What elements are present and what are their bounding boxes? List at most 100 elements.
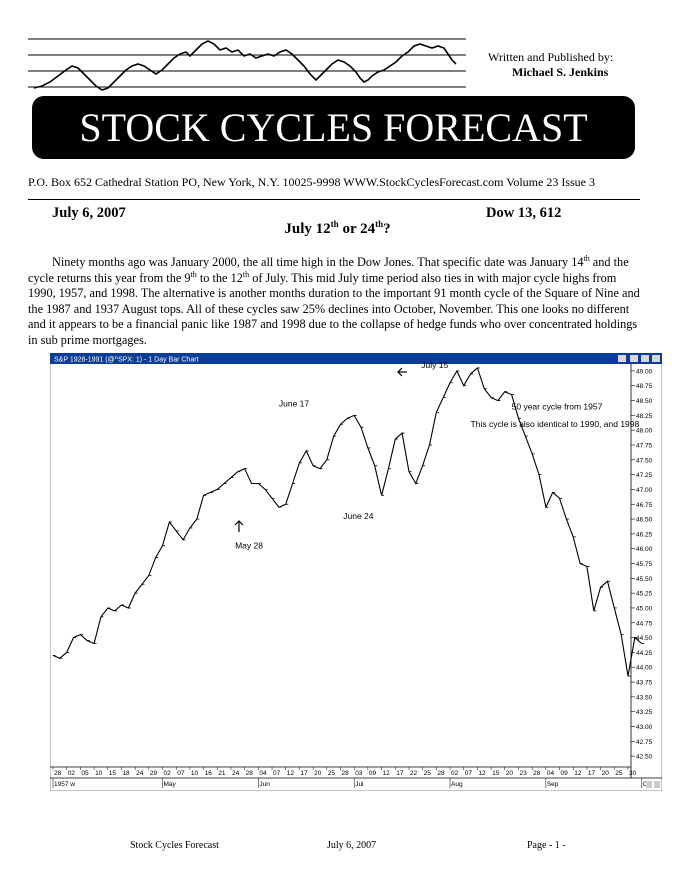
address-line: P.O. Box 652 Cathedral Station PO, New Y…: [28, 175, 595, 189]
chart-annotation: June 24: [343, 511, 374, 521]
chart-annotation: June 17: [279, 398, 310, 408]
y-tick-label: 48.75: [636, 383, 653, 390]
para-text-2: and the cycle returns this year from the…: [28, 255, 629, 285]
para-text-4: of July. This mid July time period also …: [28, 270, 640, 347]
issue-date: July 6, 2007: [52, 205, 126, 221]
para-sup-2: th: [190, 269, 197, 279]
divider: [28, 199, 640, 200]
subtitle-sup-b: th: [375, 219, 384, 229]
x-tick-label: 28: [54, 770, 62, 777]
y-tick-label: 48.50: [636, 398, 653, 405]
y-tick-label: 43.75: [636, 680, 653, 687]
arrow-may-28: [234, 520, 244, 532]
x-tick-label: 03: [355, 770, 363, 777]
x-tick-label: 10: [95, 770, 103, 777]
x-month-label: May: [164, 781, 177, 788]
x-tick-label: 28: [246, 770, 254, 777]
x-tick-label: 28: [533, 770, 541, 777]
y-tick-label: 42.50: [636, 754, 653, 761]
x-month-label: Jun: [259, 781, 270, 788]
x-tick-label: 09: [369, 770, 377, 777]
banner-title: STOCK CYCLES FORECAST: [79, 105, 588, 150]
x-tick-label: 20: [506, 770, 514, 777]
x-tick-label: 04: [259, 770, 267, 777]
y-tick-label: 47.75: [636, 443, 653, 450]
x-tick-label: 07: [177, 770, 185, 777]
x-tick-label: 22: [410, 770, 418, 777]
subtitle-sup-a: th: [330, 219, 339, 229]
x-month-label: 1957 w: [54, 781, 75, 788]
y-tick-label: 42.75: [636, 739, 653, 746]
y-tick-label: 46.25: [636, 531, 653, 538]
x-tick-label: 17: [300, 770, 308, 777]
written-by-label: Written and Published by:: [488, 50, 614, 64]
y-tick-label: 44.00: [636, 665, 653, 672]
x-tick-label: 02: [68, 770, 76, 777]
chart-annotation: July 15: [421, 360, 448, 370]
x-tick-label: 12: [478, 770, 486, 777]
y-tick-label: 44.75: [636, 620, 653, 627]
y-tick-label: 43.25: [636, 709, 653, 716]
y-tick-label: 46.00: [636, 546, 653, 553]
footer-date: July 6, 2007: [327, 840, 377, 851]
y-tick-label: 46.75: [636, 502, 653, 509]
y-tick-label: 49.00: [636, 368, 653, 375]
window-controls: [618, 355, 660, 362]
y-tick-label: 45.25: [636, 591, 653, 598]
y-tick-label: 45.75: [636, 561, 653, 568]
x-tick-label: 28: [342, 770, 350, 777]
close-icon[interactable]: [652, 355, 660, 362]
x-tick-label: 24: [136, 770, 144, 777]
subtitle-part-b: or 24: [338, 221, 376, 237]
scroll-left-icon[interactable]: [646, 781, 652, 788]
y-tick-label: 46.50: [636, 517, 653, 524]
para-text-3: to the 12: [196, 270, 243, 285]
maximize-icon[interactable]: [641, 355, 649, 362]
logo-cycle-chart: [28, 38, 466, 91]
scroll-right-icon[interactable]: [654, 781, 660, 788]
y-tick-label: 47.25: [636, 472, 653, 479]
x-tick-label: 04: [547, 770, 555, 777]
y-tick-label: 47.50: [636, 457, 653, 464]
minimize-icon[interactable]: [630, 355, 638, 362]
x-tick-label: 29: [150, 770, 158, 777]
x-tick-label: 12: [574, 770, 582, 777]
x-tick-label: 25: [615, 770, 623, 777]
x-tick-label: 24: [232, 770, 240, 777]
para-sup-3: th: [242, 269, 250, 279]
y-tick-label: 47.00: [636, 487, 653, 494]
window-icon[interactable]: [618, 355, 626, 362]
x-tick-label: 25: [424, 770, 432, 777]
footer-title: Stock Cycles Forecast: [130, 840, 219, 851]
y-tick-label: 44.50: [636, 635, 653, 642]
x-tick-label: 12: [383, 770, 391, 777]
x-tick-label: 30: [629, 770, 637, 777]
arrow-july-15: [397, 367, 407, 377]
footer-page: Page - 1 -: [527, 840, 566, 851]
chart-window: S&P 1928-1991 (@^SPX: 1) - 1 Day Bar Cha…: [50, 353, 662, 791]
body-paragraph: Ninety months ago was January 2000, the …: [28, 254, 640, 348]
y-tick-label: 45.00: [636, 605, 653, 612]
x-tick-label: 12: [287, 770, 295, 777]
written-by-block: Written and Published by: Michael S. Jen…: [488, 50, 613, 80]
x-tick-label: 17: [396, 770, 404, 777]
x-tick-label: 05: [81, 770, 89, 777]
x-tick-label: 20: [602, 770, 610, 777]
y-tick-label: 43.50: [636, 694, 653, 701]
x-tick-label: 23: [519, 770, 527, 777]
issue-subtitle: July 12th or 24th?: [0, 219, 675, 238]
x-tick-label: 18: [122, 770, 130, 777]
x-tick-label: 17: [588, 770, 596, 777]
title-banner: STOCK CYCLES FORECAST: [32, 96, 635, 159]
y-tick-label: 45.50: [636, 576, 653, 583]
x-tick-label: 07: [465, 770, 473, 777]
dow-value: Dow 13, 612: [486, 205, 562, 221]
x-month-label: Aug: [451, 781, 463, 788]
scroll-arrows: [646, 781, 660, 788]
y-tick-label: 43.00: [636, 724, 653, 731]
price-series-line: [52, 367, 643, 677]
chart-annotation: May 28: [235, 541, 263, 551]
x-tick-label: 25: [328, 770, 336, 777]
author-name: Michael S. Jenkins: [512, 65, 609, 79]
x-month-label: Sep: [547, 781, 559, 788]
